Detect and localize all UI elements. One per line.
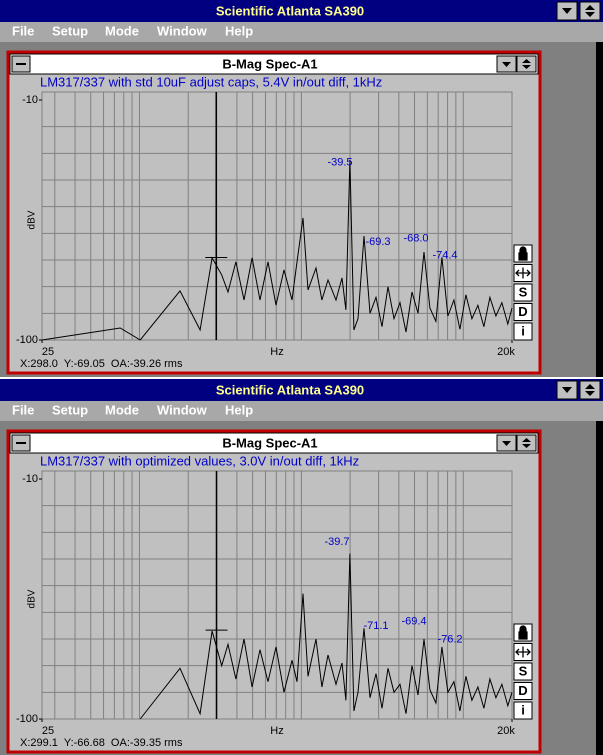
side-button[interactable] [513,701,533,720]
button-arrow [562,387,572,393]
x-tick-label: 25 [42,725,54,737]
peak-label: -39.5 [327,157,352,169]
maximize-button[interactable] [579,380,601,400]
peak-label: -76.2 [437,633,462,645]
y-tick-label: -100 [16,713,38,725]
y-tick-label: -10 [22,473,38,485]
lock-icon [518,625,528,640]
child-title-bar [9,432,539,454]
y-axis-label: dBV [27,589,38,608]
system-menu-bar [16,63,26,65]
x-tick-label: 20k [497,346,515,358]
right-strip [596,42,603,377]
title-bar [0,379,603,401]
right-strip [596,421,603,755]
side-button[interactable] [513,682,533,700]
title-bar [0,0,603,22]
side-button-label[interactable]: S [519,663,528,678]
menu-item[interactable]: Window [157,402,208,417]
menu-item[interactable]: File [12,23,34,38]
app-title: Scientific Atlanta SA390 [216,3,364,18]
menu-item[interactable]: File [12,402,34,417]
lock-icon [518,246,528,261]
side-button-label[interactable]: i [521,323,525,338]
peak-label: -74.4 [432,250,457,262]
side-button-label[interactable]: i [521,702,525,717]
side-button-label[interactable]: S [519,284,528,299]
menu-bar [0,22,603,42]
child-maximize[interactable] [516,55,537,73]
menu-item[interactable]: Setup [52,23,88,38]
x-axis-label: Hz [270,725,283,737]
x-tick-label: 25 [42,346,54,358]
button-arrow [522,59,531,69]
x-axis-label: Hz [270,346,283,358]
side-button[interactable] [513,662,533,681]
x-tick-label: 20k [497,725,515,737]
arrows-icon [515,646,531,658]
button-arrow [502,62,511,67]
side-button-label[interactable]: D [518,304,527,319]
app-title: Scientific Atlanta SA390 [216,382,364,397]
side-button[interactable] [513,322,533,341]
peak-label: -69.3 [365,236,390,248]
maximize-button[interactable] [579,1,601,21]
menu-item[interactable]: Help [225,402,253,417]
system-menu-bar [16,442,26,444]
plot-title: LM317/337 with std 10uF adjust caps, 5.4… [40,74,382,89]
spectrum-trace [41,159,513,341]
child-title: B-Mag Spec-A1 [222,56,317,71]
button-arrow [585,5,595,17]
side-button[interactable] [513,303,533,321]
child-maximize[interactable] [516,434,537,452]
status-text: X:298.0 Y:-69.05 OA:-39.26 rms [20,358,183,370]
button-arrow [522,438,531,448]
menu-item[interactable]: Window [157,23,208,38]
peak-label: -71.1 [363,620,388,632]
plot-area [41,470,513,720]
button-arrow [585,384,595,396]
side-button[interactable] [513,283,533,302]
menu-item[interactable]: Setup [52,402,88,417]
side-button-label[interactable]: D [518,683,527,698]
separator [0,377,603,379]
peak-label: -68.0 [403,233,428,245]
menu-bar [0,401,603,421]
child-title: B-Mag Spec-A1 [222,435,317,450]
button-arrow [502,441,511,446]
child-title-bar [9,53,539,75]
peak-label: -69.4 [401,615,426,627]
button-arrow [562,8,572,14]
menu-item[interactable]: Mode [105,402,139,417]
arrows-icon [515,267,531,279]
y-tick-label: -10 [22,94,38,106]
peak-label: -39.7 [324,536,349,548]
y-tick-label: -100 [16,334,38,346]
plot-title: LM317/337 with optimized values, 3.0V in… [40,453,359,468]
y-axis-label: dBV [27,210,38,229]
status-text: X:299.1 Y:-66.68 OA:-39.35 rms [20,737,183,749]
spectrum-trace [139,553,513,720]
menu-item[interactable]: Help [225,23,253,38]
menu-item[interactable]: Mode [105,23,139,38]
